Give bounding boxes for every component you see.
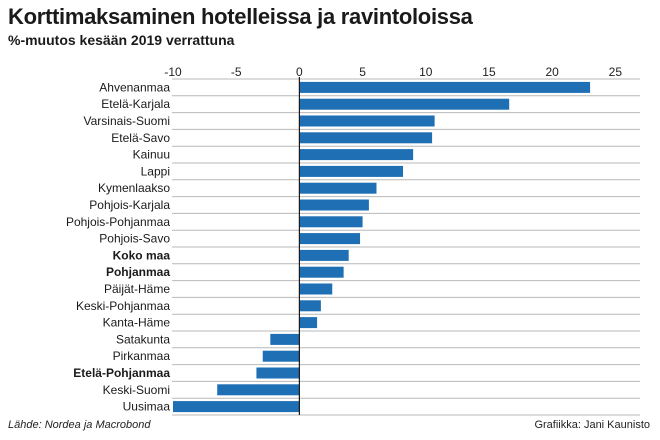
bar [173, 401, 300, 413]
x-tick-label: -5 [231, 65, 242, 79]
category-label: Ahvenanmaa [99, 80, 170, 94]
bar [262, 350, 300, 362]
graphics-credit: Grafiikka: Jani Kaunisto [534, 419, 650, 431]
bar [299, 98, 510, 110]
chart-title: Korttimaksaminen hotelleissa ja ravintol… [8, 4, 473, 29]
bar [299, 317, 318, 329]
category-label: Etelä-Karjala [101, 97, 170, 111]
bar [299, 165, 404, 177]
bar [299, 149, 414, 161]
category-label: Pohjanmaa [106, 265, 170, 279]
x-tick-label: 20 [545, 65, 559, 79]
x-tick-label: 10 [419, 65, 433, 79]
category-label: Keski-Suomi [103, 383, 170, 397]
bar [299, 266, 344, 278]
bar [256, 367, 300, 379]
bar [299, 199, 369, 211]
category-label: Varsinais-Suomi [84, 114, 170, 128]
x-tick-label: -10 [164, 65, 182, 79]
category-label: Satakunta [116, 332, 170, 346]
category-label: Kymenlaakso [98, 181, 170, 195]
bar [299, 216, 363, 228]
category-label: Uusimaa [123, 400, 171, 414]
bar [299, 283, 333, 295]
category-label: Päijät-Häme [104, 282, 170, 296]
bar [299, 115, 435, 127]
category-label: Pohjois-Savo [99, 232, 170, 246]
x-tick-label: 0 [296, 65, 303, 79]
category-label: Pohjois-Karjala [89, 198, 170, 212]
bar [299, 300, 321, 312]
category-label: Kainuu [133, 148, 170, 162]
source-note: Lähde: Nordea ja Macrobond [8, 419, 151, 431]
category-label: Etelä-Pohjanmaa [73, 366, 170, 380]
x-tick-label: 25 [609, 65, 623, 79]
bar [299, 81, 591, 93]
category-label: Etelä-Savo [111, 131, 170, 145]
category-label: Keski-Pohjanmaa [76, 299, 170, 313]
x-tick-label: 5 [359, 65, 366, 79]
bar [270, 333, 300, 345]
x-tick-label: 15 [482, 65, 496, 79]
bar [299, 249, 349, 261]
bar [217, 384, 300, 396]
bar [299, 233, 361, 245]
category-label: Lappi [141, 164, 170, 178]
category-label: Pohjois-Pohjanmaa [66, 215, 170, 229]
chart-subtitle: %-muutos kesään 2019 verrattuna [8, 32, 235, 48]
bar [299, 132, 433, 144]
bar [299, 182, 377, 194]
category-label: Koko maa [113, 248, 171, 262]
category-label: Pirkanmaa [113, 349, 171, 363]
category-label: Kanta-Häme [103, 316, 171, 330]
